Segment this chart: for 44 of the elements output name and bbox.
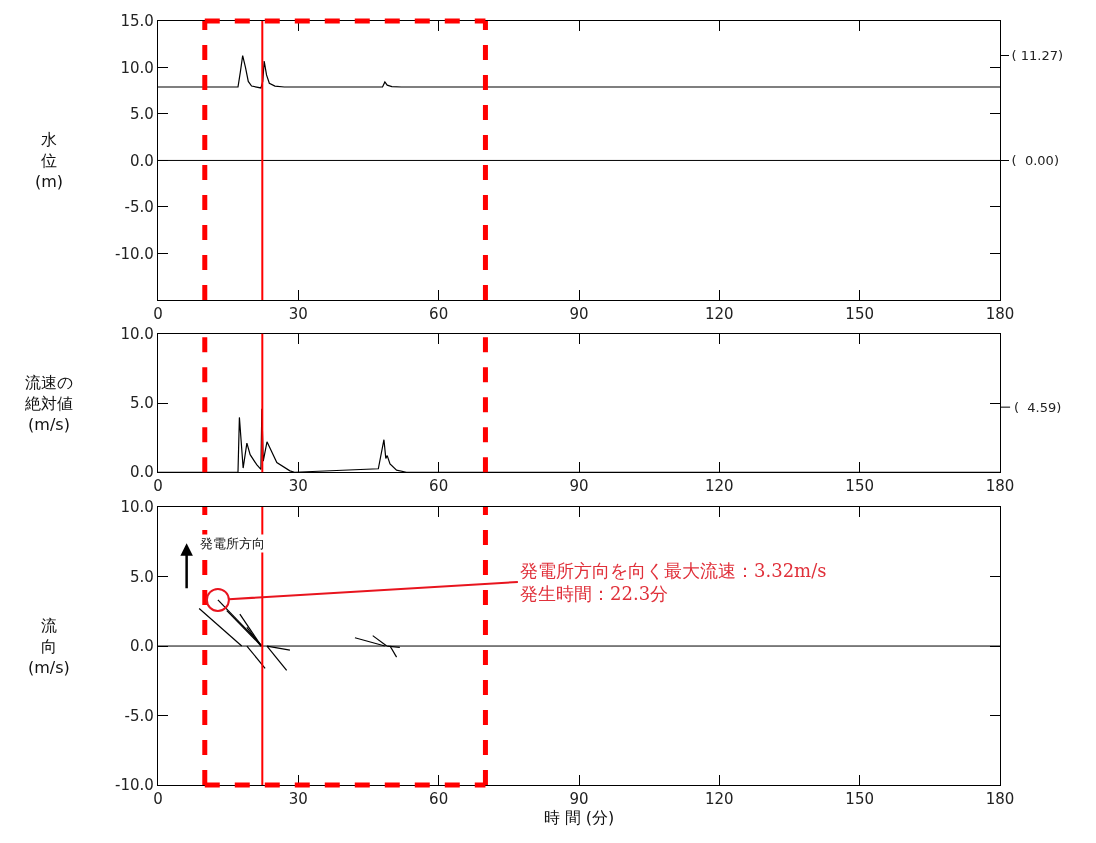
y-tick-label: -10.0 (115, 244, 154, 263)
y-tick-label: 5.0 (130, 567, 154, 586)
x-tick-label: 150 (845, 790, 874, 809)
x-tick-label: 120 (705, 790, 734, 809)
text: ( 4.59) (1014, 400, 1062, 415)
x-tick-label: 30 (288, 305, 308, 323)
x-tick-label: 180 (985, 477, 1015, 496)
y2-tick-label: ( 11.27) (1011, 48, 1064, 64)
x-axis-title: 時 間 (分) (543, 808, 615, 828)
x-tick-label: 150 (845, 477, 874, 496)
x-tick-label: 30 (288, 477, 308, 496)
y-tick-label: 10.0 (120, 58, 154, 77)
y-tick-label: 5.0 (130, 394, 154, 413)
y-tick-label: 10.0 (120, 325, 154, 344)
x-tick-label: 60 (429, 790, 449, 809)
x-tick-label: 150 (845, 305, 874, 323)
y-axis-title: 流速の絶対値(m/s) (24, 373, 73, 434)
x-tick-label: 90 (569, 305, 589, 323)
annotation: 発電所方向 (200, 536, 265, 551)
x-tick-label: 90 (569, 790, 589, 809)
y-tick-label: 0.0 (130, 637, 154, 656)
y-tick-label: 0.0 (130, 151, 154, 170)
x-tick-label: 60 (429, 305, 449, 323)
y2-tick-label: ( 0.00) (1011, 153, 1059, 168)
y-tick-label: 0.0 (130, 463, 154, 482)
x-tick-label: 30 (288, 790, 308, 809)
x-tick-label: 180 (985, 790, 1015, 809)
y-tick-label: -5.0 (124, 198, 154, 217)
y-tick-label: -10.0 (115, 776, 154, 795)
annotation: 発電所方向を向く最大流速：3.32m/s 発生時間：22.3分 (520, 560, 827, 605)
x-tick-label: 0 (153, 790, 163, 809)
x-tick-label: 0 (153, 305, 163, 323)
x-tick-label: 180 (985, 305, 1015, 323)
y-tick-label: -5.0 (124, 706, 154, 725)
y-axis-title: 流向(m/s) (28, 616, 70, 677)
x-tick-label: 0 (153, 477, 163, 496)
y-axis-title: 水位(m) (35, 130, 64, 191)
y-tick-label: 5.0 (130, 105, 154, 124)
x-tick-label: 60 (429, 477, 449, 496)
x-tick-label: 120 (705, 477, 734, 496)
x-tick-label: 90 (569, 477, 589, 496)
y-tick-label: 15.0 (120, 12, 154, 31)
y-tick-label: 10.0 (120, 498, 154, 517)
x-tick-label: 120 (705, 305, 734, 323)
